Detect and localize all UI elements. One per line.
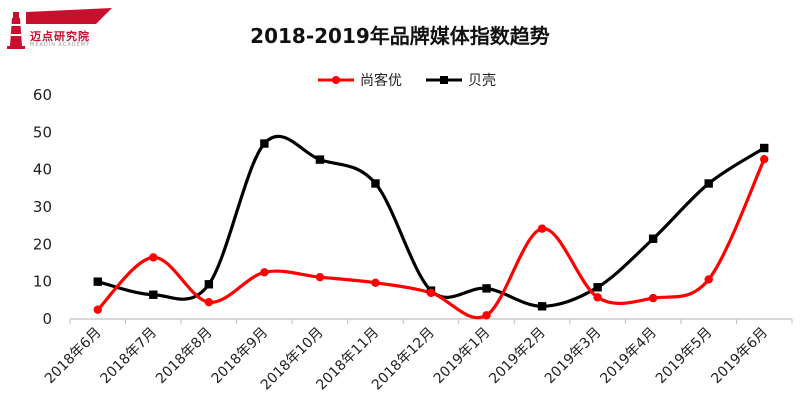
x-tick-label: 2019年6月 (708, 325, 771, 388)
y-tick-label: 10 (33, 273, 52, 291)
y-tick-label: 40 (33, 161, 52, 179)
series-1-point (648, 293, 658, 303)
series-1-point (149, 253, 158, 262)
logo-flag-shape (26, 8, 112, 24)
x-tick-label: 2019年3月 (542, 325, 605, 388)
axes: 01020304050602018年6月2018年7月2018年8月2018年9… (33, 86, 793, 393)
series-2-point (93, 277, 102, 286)
x-tick-label: 2019年1月 (431, 325, 494, 388)
marker-layer (93, 139, 769, 320)
series-1-point (482, 311, 491, 320)
y-tick-label: 0 (42, 310, 52, 328)
legend: 尚客优 贝壳 (0, 70, 800, 90)
series-line-2 (97, 134, 766, 308)
series-1-point (593, 293, 602, 302)
legend-marker-black-square (426, 76, 462, 84)
series-1-point (760, 155, 769, 164)
series-2-point (149, 290, 158, 299)
x-tick-label: 2019年2月 (486, 325, 549, 388)
y-tick-label: 20 (33, 235, 52, 253)
logo-subtext: MEADIN ACADEMY (30, 42, 91, 48)
legend-label-series-1: 尚客优 (360, 73, 402, 89)
x-tick-label: 2018年8月 (153, 325, 216, 388)
y-tick-label: 30 (33, 198, 52, 216)
chart-title: 2018-2019年品牌媒体指数趋势 (250, 24, 550, 48)
series-1-point (537, 224, 547, 233)
series-1-point (315, 272, 325, 282)
series-1-point (204, 298, 214, 307)
series-1-point (93, 305, 102, 314)
series-2-point (704, 179, 713, 188)
series-1-point (426, 288, 436, 298)
legend-item-series-1: 尚客优 (318, 70, 402, 90)
series-2-point (260, 139, 269, 148)
x-tick-label: 2018年7月 (98, 325, 161, 388)
series-1-point (371, 278, 380, 287)
legend-label-series-2: 贝壳 (468, 73, 496, 89)
y-tick-label: 50 (33, 123, 52, 141)
lighthouse-icon (7, 12, 25, 49)
series-1-point (704, 275, 713, 284)
series-2-point (537, 302, 547, 311)
logo-text: 迈点研究院 (30, 30, 90, 43)
x-tick-label: 2019年4月 (597, 325, 660, 388)
legend-item-series-2: 贝壳 (426, 70, 496, 90)
series-2-point (482, 284, 491, 293)
x-tick-label: 2018年6月 (42, 325, 105, 388)
series-2-point (593, 283, 602, 292)
series-2-point (204, 280, 214, 289)
legend-marker-red-circle (318, 76, 354, 84)
y-tick-label: 60 (33, 86, 52, 104)
series-2-point (371, 179, 380, 188)
logo: 迈点研究院 MEADIN ACADEMY (4, 6, 114, 52)
series-2-point (315, 155, 325, 164)
series-2-point (648, 234, 658, 243)
x-tick-label: 2019年5月 (653, 325, 716, 388)
series-2-point (760, 143, 769, 153)
series-1-point (260, 268, 269, 277)
